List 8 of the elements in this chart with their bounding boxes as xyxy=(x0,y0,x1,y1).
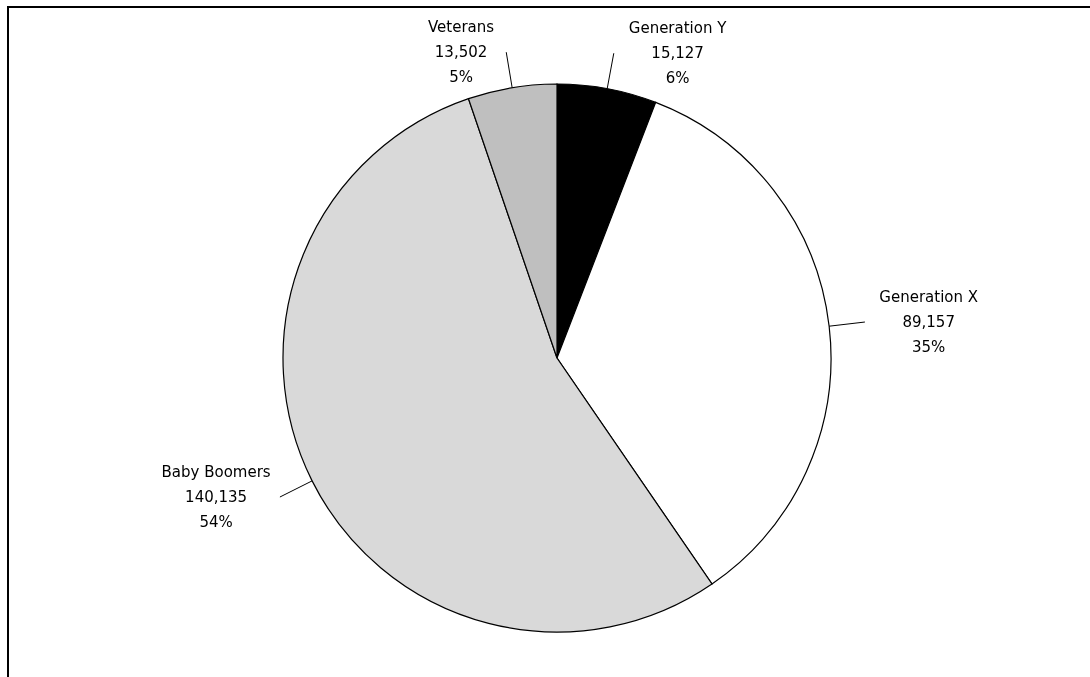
data-label: 140,135 54% xyxy=(185,488,248,532)
data-label: 15,127 6% xyxy=(651,44,704,88)
slice-label: Generation X xyxy=(879,288,979,307)
data-label: 13,502 5% xyxy=(434,43,488,87)
slice-label: Veterans xyxy=(427,18,495,37)
data-label: 89,157 35% xyxy=(902,313,955,357)
slice-label: Generation Y xyxy=(628,19,728,38)
slice-label: Baby Boomers xyxy=(161,463,271,482)
